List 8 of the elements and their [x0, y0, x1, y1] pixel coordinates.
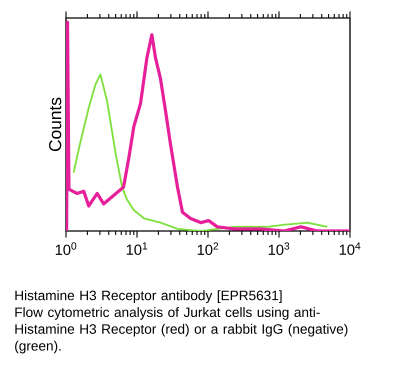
x-tick-label: 10$^{0}$ — [56, 242, 76, 255]
text: Flow cytometric analysis of Jurkat cells using anti-Histamine H3 Receptor (red) or a rabbit IgG (negative) (green). — [15, 307, 348, 354]
x-tick-label: 10$^{1}$ — [126, 242, 148, 255]
x-tick-label: 10$^{2}$ — [198, 242, 218, 255]
text: Histamine H3 Receptor antibody [EPR5631] — [15, 290, 282, 303]
y-axis-title: Counts — [49, 98, 62, 152]
x-tick-label: 10$^{4}$ — [340, 242, 360, 255]
x-tick-label: 10$^{3}$ — [268, 242, 290, 255]
